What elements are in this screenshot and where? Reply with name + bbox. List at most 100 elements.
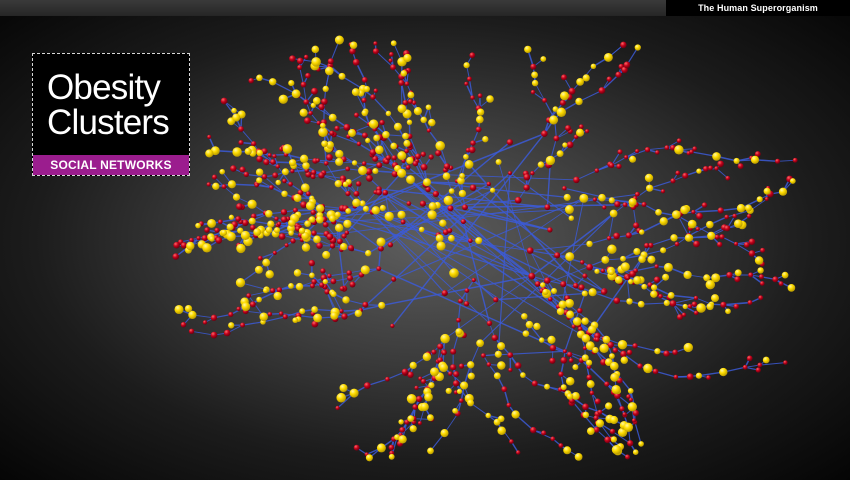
network-node-non-obese [720, 301, 727, 308]
network-node-obese [457, 176, 465, 185]
network-node-non-obese [764, 196, 769, 202]
network-node-non-obese [228, 311, 234, 318]
network-node-non-obese [316, 242, 323, 249]
network-node-non-obese [343, 123, 351, 131]
network-edge [400, 82, 407, 103]
network-node-non-obese [270, 288, 276, 294]
network-node-obese [762, 356, 770, 364]
network-node-obese [650, 284, 658, 291]
network-node-obese [348, 129, 356, 137]
network-node-obese [406, 156, 414, 165]
network-node-obese [563, 193, 571, 201]
network-node-obese [497, 361, 506, 370]
network-node-non-obese [334, 125, 340, 131]
network-node-non-obese [406, 201, 412, 206]
network-node-non-obese [691, 209, 696, 215]
network-node-non-obese [613, 232, 620, 240]
network-node-obese [586, 380, 595, 389]
network-node-obese [388, 453, 395, 460]
network-node-obese [425, 104, 432, 111]
network-node-non-obese [361, 77, 368, 83]
network-node-non-obese [623, 61, 631, 69]
network-node-obese [393, 122, 402, 131]
network-node-non-obese [464, 81, 469, 86]
network-node-non-obese [696, 212, 703, 220]
network-edge [323, 168, 348, 174]
network-node-non-obese [458, 363, 465, 369]
network-node-obese [406, 394, 417, 404]
network-node-non-obese [541, 130, 548, 137]
network-node-non-obese [725, 175, 731, 181]
network-node-non-obese [624, 155, 629, 160]
network-node-obese [736, 203, 746, 213]
network-node-non-obese [608, 162, 615, 169]
network-node-obese [556, 307, 565, 316]
network-node-non-obese [719, 234, 725, 240]
network-edge [611, 156, 627, 166]
network-node-obese [620, 356, 629, 364]
network-node-obese [620, 255, 626, 262]
network-node-non-obese [280, 208, 288, 216]
network-node-obese [623, 422, 634, 432]
network-edge [285, 169, 307, 173]
network-node-obese [318, 127, 328, 137]
network-node-obese [371, 206, 380, 215]
network-node-non-obese [415, 153, 421, 160]
network-node-non-obese [586, 374, 592, 381]
network-node-non-obese [407, 371, 414, 378]
network-node-obese [428, 382, 435, 389]
network-node-obese [359, 200, 366, 207]
network-node-non-obese [759, 281, 765, 286]
network-node-obese [460, 381, 469, 390]
network-node-non-obese [547, 296, 553, 302]
network-node-non-obese [691, 301, 698, 307]
network-node-obese [398, 435, 407, 444]
network-node-non-obese [598, 87, 606, 94]
network-node-non-obese [644, 242, 650, 249]
network-node-obese [288, 230, 294, 236]
network-node-obese [789, 178, 796, 184]
network-node-non-obese [687, 304, 693, 309]
network-node-obese [671, 210, 681, 219]
network-node-obese [241, 302, 251, 311]
network-node-obese [281, 168, 289, 176]
network-node-obese [638, 441, 644, 447]
network-edge [421, 228, 439, 236]
network-node-non-obese [647, 282, 653, 288]
network-node-non-obese [626, 349, 633, 356]
network-node-obese [259, 312, 269, 322]
network-node-non-obese [404, 81, 410, 87]
network-node-obese [265, 226, 273, 234]
network-node-non-obese [311, 320, 319, 328]
network-node-obese [440, 429, 449, 438]
network-node-non-obese [475, 126, 482, 133]
network-node-obese [486, 95, 494, 103]
site-title: The Human Superorganism [666, 0, 850, 16]
network-node-obese [362, 205, 369, 212]
network-edge [497, 173, 511, 355]
network-node-non-obese [760, 247, 766, 253]
network-node-non-obese [297, 64, 303, 70]
network-node-non-obese [560, 281, 567, 288]
network-edge [530, 249, 558, 256]
network-node-obese [427, 210, 437, 220]
network-node-non-obese [637, 363, 643, 369]
network-node-non-obese [353, 190, 360, 197]
network-node-obese [427, 447, 434, 455]
network-node-obese [253, 228, 262, 237]
network-node-non-obese [172, 253, 180, 260]
network-node-non-obese [541, 430, 547, 436]
network-node-obese [256, 149, 263, 157]
network-node-obese [585, 341, 595, 351]
network-node-obese [544, 383, 550, 390]
network-node-obese [599, 343, 609, 354]
network-edge [622, 254, 645, 260]
network-node-non-obese [702, 165, 709, 172]
network-node-obese [696, 168, 702, 174]
network-node-obese [378, 301, 386, 309]
network-node-obese [533, 322, 541, 331]
network-node-non-obese [613, 297, 621, 304]
network-node-obese [428, 118, 436, 127]
network-node-non-obese [441, 350, 447, 356]
network-edge [498, 161, 533, 277]
